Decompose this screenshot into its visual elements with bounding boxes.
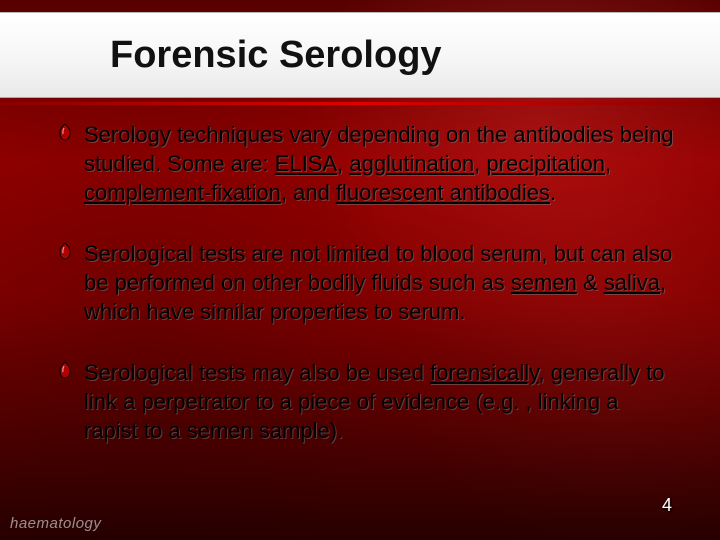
slide-body: Serology techniques vary depending on th… bbox=[58, 120, 678, 485]
watermark: haematology bbox=[10, 515, 101, 532]
page-number: 4 bbox=[662, 495, 672, 516]
bullet-item: Serological tests may also be used foren… bbox=[58, 358, 678, 445]
bullet-item: Serology techniques vary depending on th… bbox=[58, 120, 678, 207]
bullet-text: Serological tests may also be used foren… bbox=[84, 358, 678, 445]
accent-line bbox=[0, 102, 720, 105]
bullet-text: Serological tests are not limited to blo… bbox=[84, 239, 678, 326]
title-band: Forensic Serology bbox=[0, 12, 720, 98]
slide-title: Forensic Serology bbox=[110, 34, 442, 77]
bullet-icon bbox=[58, 242, 74, 260]
bullet-icon bbox=[58, 123, 74, 141]
bullet-text: Serology techniques vary depending on th… bbox=[84, 120, 678, 207]
bullet-icon bbox=[58, 361, 74, 379]
bullet-item: Serological tests are not limited to blo… bbox=[58, 239, 678, 326]
